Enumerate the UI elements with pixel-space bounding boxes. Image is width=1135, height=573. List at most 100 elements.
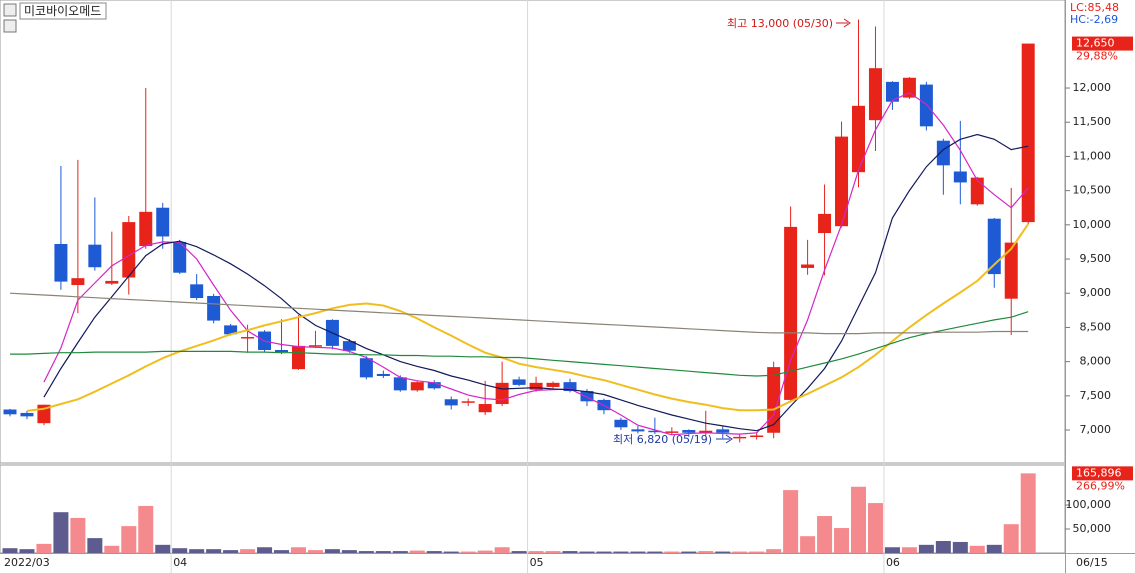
volume-bar: [121, 526, 137, 553]
candle-body: [665, 431, 679, 433]
volume-bar: [138, 505, 154, 553]
volume-bar: [613, 551, 629, 553]
candle-body: [1004, 242, 1018, 299]
candle-body: [631, 429, 645, 432]
high-annotation: 최고 13,000 (05/30): [727, 17, 833, 30]
candle-body: [495, 382, 509, 405]
candle-body: [444, 399, 458, 406]
volume-bar: [732, 551, 748, 553]
candle-body: [750, 435, 764, 438]
volume-bar: [409, 550, 425, 553]
menu-icon[interactable]: [3, 3, 17, 17]
candle-body: [682, 430, 696, 433]
volume-bar: [783, 490, 799, 553]
candle-body: [936, 140, 950, 166]
volume-bar: [53, 512, 69, 553]
volume-bar: [189, 549, 205, 553]
candle-body: [835, 136, 849, 227]
moving-average: [9, 292, 1029, 335]
current-price-tag: [1072, 36, 1133, 51]
candle-body: [1021, 43, 1035, 223]
volume-bar: [935, 540, 951, 553]
candle-body: [308, 345, 322, 347]
candle-body: [648, 430, 662, 433]
change-label: 29,88%: [1076, 50, 1118, 63]
moving-average: [26, 223, 1030, 412]
y-tick-label: 8,500: [1080, 320, 1112, 333]
volume-bar: [511, 551, 527, 553]
current-price-label: 12,650: [1076, 37, 1115, 50]
volume-bar: [392, 551, 408, 553]
y-tick-label: 10,500: [1073, 184, 1112, 197]
candle-body: [291, 345, 305, 370]
current-date: 06/15: [1076, 556, 1108, 569]
volume-bar: [274, 550, 290, 553]
volume-bar: [460, 551, 476, 553]
candle-body: [122, 222, 136, 278]
candle-body: [512, 379, 526, 385]
volume-bar: [596, 551, 612, 553]
title-box: [19, 2, 107, 20]
candle-body: [410, 382, 424, 391]
candle-body: [885, 81, 899, 102]
candle-body: [478, 404, 492, 413]
x-tick-label: 06: [886, 556, 900, 569]
volume-bar: [749, 551, 765, 553]
candle-body: [818, 213, 832, 234]
y-tick-label: 12,000: [1073, 81, 1112, 94]
volume-bar: [172, 548, 188, 553]
volume-bar: [426, 551, 442, 553]
candle-body: [733, 436, 747, 439]
candle-body: [580, 391, 594, 402]
candle-body: [427, 382, 441, 389]
volume-bar: [36, 543, 52, 553]
volume-bar: [969, 545, 985, 553]
volume-bar: [918, 544, 934, 553]
volume-bar: [952, 541, 968, 553]
candle-body: [868, 68, 882, 121]
candle-body: [88, 244, 102, 268]
candle-body: [156, 207, 170, 237]
x-tick-label: 04: [173, 556, 187, 569]
candle-body: [241, 337, 255, 339]
y-tick-label: 10,000: [1073, 218, 1112, 231]
candle-body: [393, 377, 407, 391]
volume-bar: [155, 544, 171, 553]
y-tick-label: 9,000: [1080, 286, 1112, 299]
y-tick-label: 100,000: [1066, 498, 1112, 511]
candle-body: [461, 401, 475, 403]
candle-body: [767, 367, 781, 433]
y-tick-label: 11,500: [1073, 115, 1112, 128]
volume-bar: [901, 547, 917, 553]
volume-bar: [834, 528, 850, 553]
volume-bar: [324, 549, 340, 553]
candle-body: [54, 243, 68, 282]
volume-bar: [647, 551, 663, 553]
candle-body: [953, 171, 967, 183]
moving-average: [10, 311, 1029, 377]
current-volume-label: 165,896: [1076, 466, 1122, 479]
candle-body: [529, 382, 543, 390]
grid-icon[interactable]: [3, 19, 17, 33]
volume-bar: [257, 547, 273, 553]
candle-body: [3, 409, 17, 415]
candle-body: [71, 278, 85, 286]
volume-bar: [375, 551, 391, 553]
volume-bar: [1020, 473, 1036, 553]
volume-bar: [664, 551, 680, 553]
x-tick-label: 05: [530, 556, 544, 569]
candle-body: [970, 177, 984, 205]
y-tick-label: 9,500: [1080, 252, 1112, 265]
hc-label: HC:-2,69: [1070, 13, 1118, 26]
volume-bar: [206, 549, 222, 553]
candle-body: [852, 105, 865, 173]
candle-body: [139, 211, 153, 247]
y-tick-label: 7,500: [1080, 389, 1112, 402]
y-tick-label: 7,000: [1080, 423, 1112, 436]
candle-body: [207, 295, 221, 321]
y-tick-label: 11,000: [1073, 149, 1112, 162]
candle-body: [801, 264, 815, 268]
volume-bar: [562, 551, 578, 553]
